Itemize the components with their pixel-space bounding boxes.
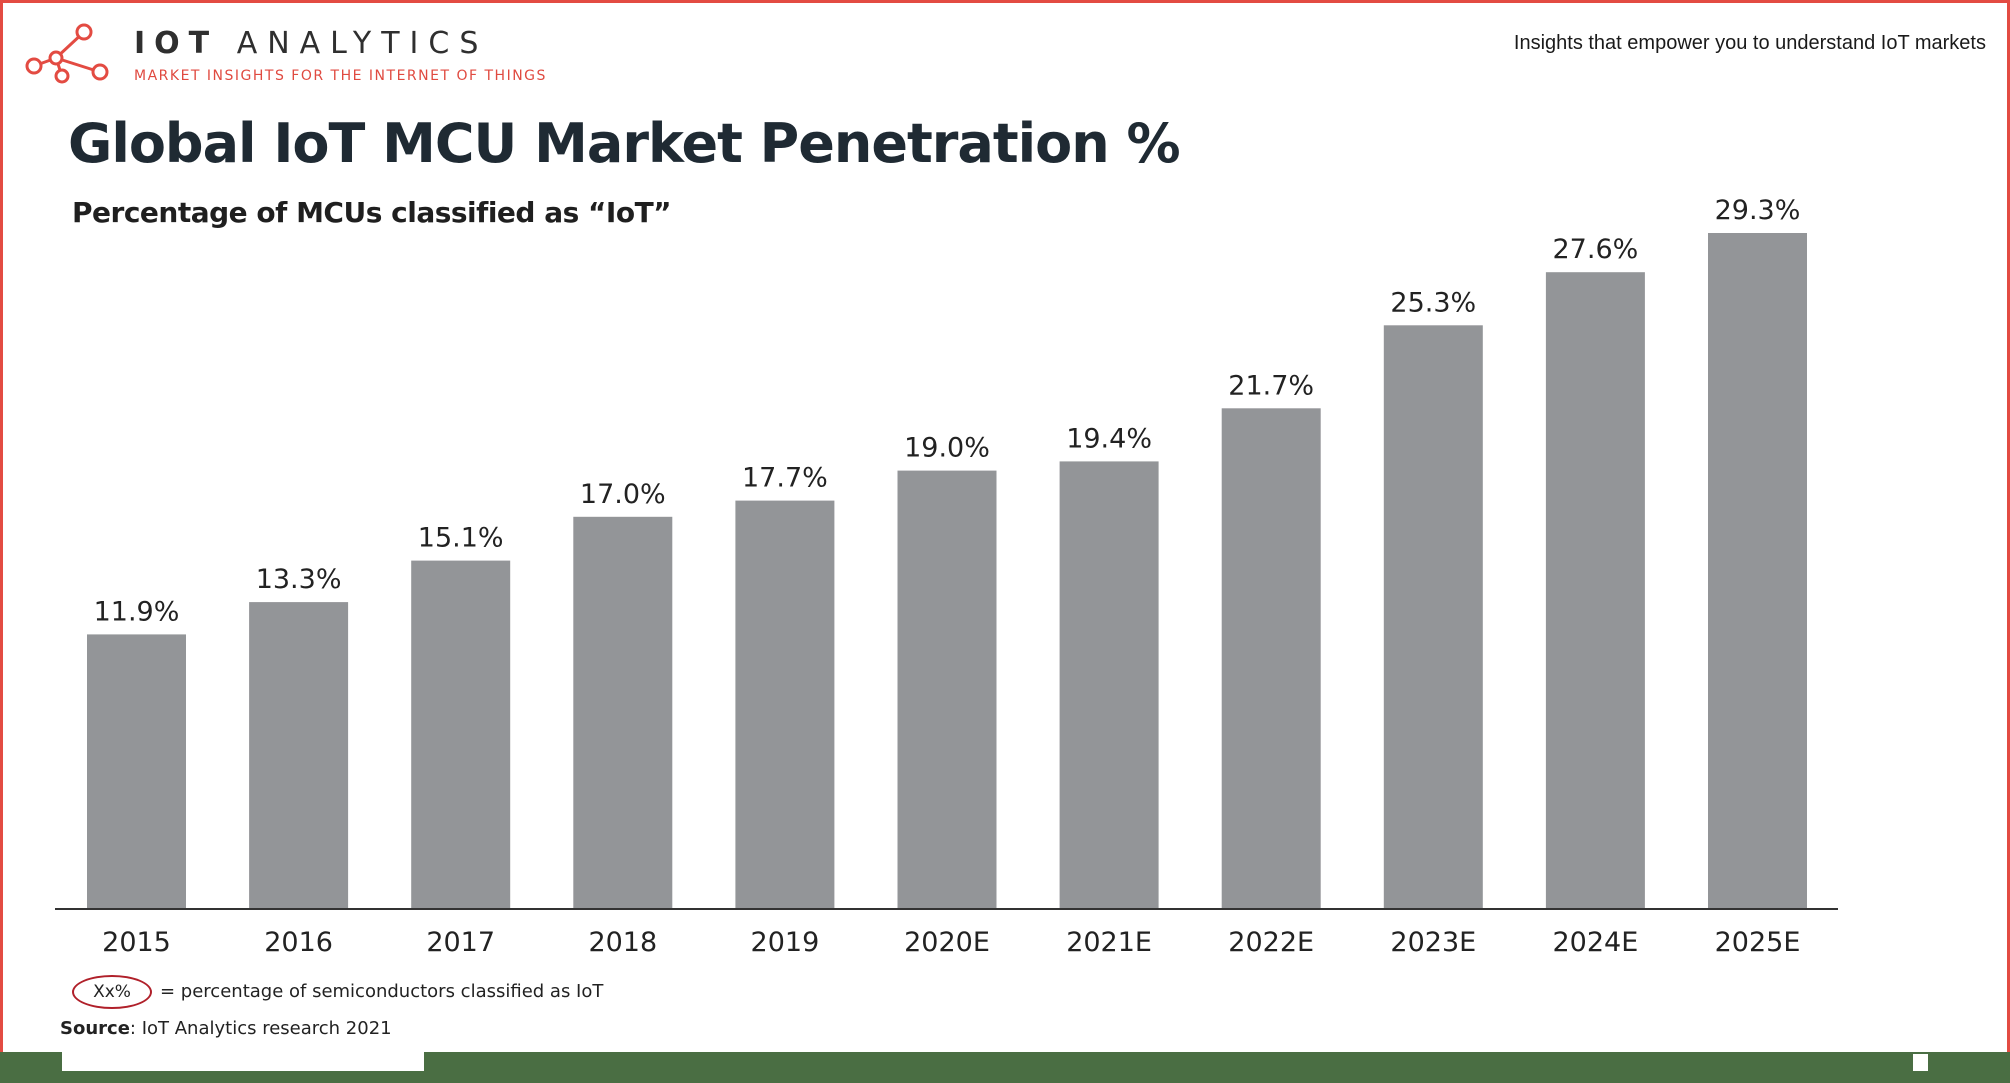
bar-2018: [573, 516, 673, 909]
legend-text: = percentage of semiconductors classifie…: [160, 981, 604, 1002]
bar-value-label-2017: 15.1%: [418, 523, 504, 554]
x-tick-label-2016: 2016: [264, 927, 333, 958]
bar-2016: [249, 602, 349, 909]
x-tick-label-2015: 2015: [102, 927, 171, 958]
source-text: : IoT Analytics research 2021: [129, 1018, 392, 1039]
bar-2024e: [1545, 272, 1645, 909]
x-tick-label-2017: 2017: [426, 927, 495, 958]
header-slogan: Insights that empower you to understand …: [1513, 32, 1986, 54]
x-tick-label-2020e: 2020E: [904, 927, 990, 958]
bar-value-label-2019: 17.7%: [742, 463, 828, 494]
footer-strip: [62, 1052, 424, 1071]
footer-marker: [1913, 1054, 1928, 1071]
bar-2017: [411, 560, 511, 909]
legend-symbol: Xx%: [72, 975, 152, 1009]
bar-value-label-2023e: 25.3%: [1390, 287, 1476, 318]
x-tick-label-2025e: 2025E: [1715, 927, 1801, 958]
x-tick-label-2022e: 2022E: [1228, 927, 1314, 958]
x-tick-label-2021e: 2021E: [1066, 927, 1152, 958]
brand-name-light: ANALYTICS: [236, 26, 489, 61]
brand-name: IOT ANALYTICS: [134, 26, 488, 61]
x-tick-label-2024e: 2024E: [1553, 927, 1639, 958]
source-note: Source: IoT Analytics research 2021: [60, 1018, 392, 1039]
chart-title: Global IoT MCU Market Penetration %: [68, 112, 1181, 175]
bar-value-label-2025e: 29.3%: [1715, 195, 1801, 226]
bar-2023e: [1383, 325, 1483, 909]
bar-value-label-2024e: 27.6%: [1553, 234, 1639, 265]
bar-value-label-2021e: 19.4%: [1066, 423, 1152, 454]
chart-subtitle: Percentage of MCUs classified as “IoT”: [72, 196, 672, 229]
brand-name-bold: IOT: [134, 26, 219, 61]
bar-value-label-2022e: 21.7%: [1228, 370, 1314, 401]
bar-2020e: [897, 470, 997, 909]
brand-tagline: MARKET INSIGHTS FOR THE INTERNET OF THIN…: [134, 68, 547, 84]
bar-value-label-2016: 13.3%: [256, 564, 342, 595]
source-label: Source: [60, 1018, 130, 1039]
x-tick-label-2018: 2018: [588, 927, 657, 958]
bar-value-label-2018: 17.0%: [580, 479, 666, 510]
x-tick-label-2019: 2019: [751, 927, 820, 958]
bar-2021e: [1059, 461, 1159, 909]
iot-analytics-logo-icon: [25, 23, 109, 84]
bar-2022e: [1221, 408, 1321, 909]
bar-chart: 11.9% 2015 13.3% 2016 15.1% 2017 17.0% 2018 17.7…: [55, 195, 1838, 958]
x-tick-label-2023e: 2023E: [1390, 927, 1476, 958]
bar-value-label-2015: 11.9%: [94, 596, 180, 627]
bar-2025e: [1708, 233, 1807, 909]
bar-2015: [87, 634, 186, 909]
bar-value-label-2020e: 19.0%: [904, 433, 990, 464]
bar-2019: [735, 500, 835, 909]
